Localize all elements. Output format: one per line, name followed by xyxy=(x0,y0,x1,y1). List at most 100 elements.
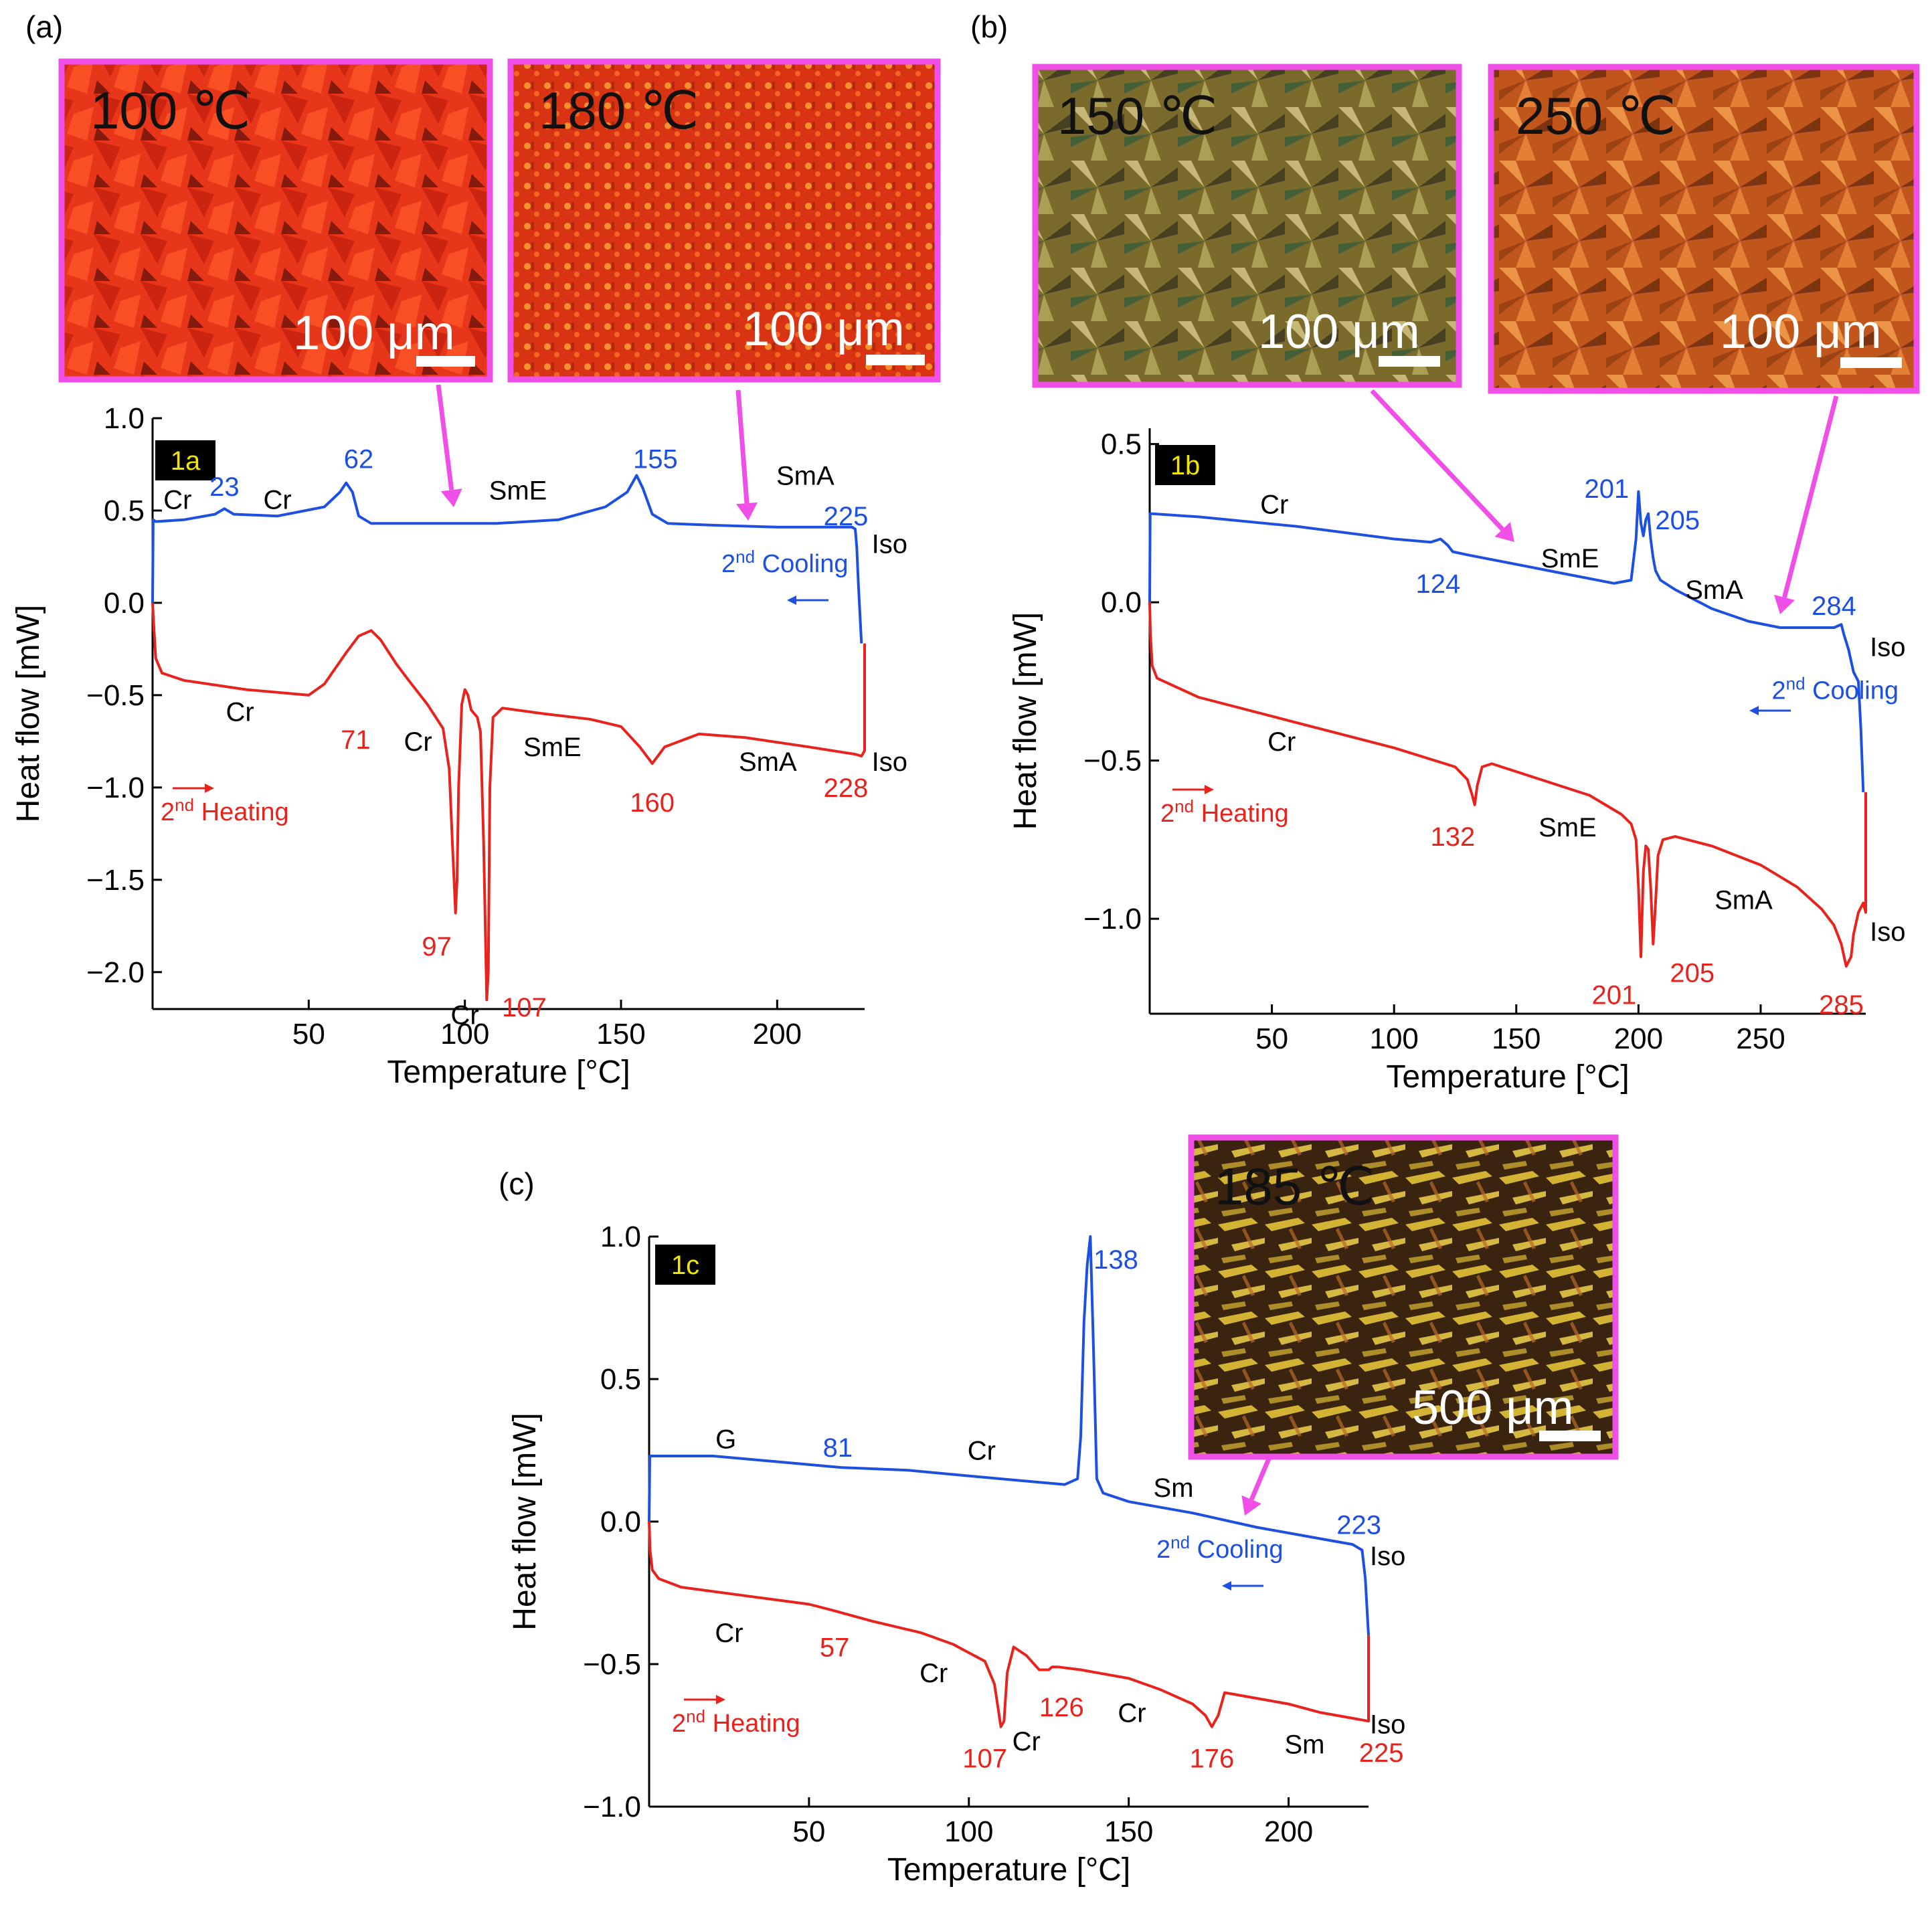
annotation-label: 71 xyxy=(341,725,371,755)
micrograph-scale-label: 100 μm xyxy=(1258,305,1420,359)
annotation-label: 160 xyxy=(630,788,675,818)
y-axis-label: Heat flow [mW] xyxy=(1008,612,1043,830)
panel-a: (a) 100 ℃ 100 μm 180 ℃ 100 μm 50 100 150 20… xyxy=(11,9,941,1090)
scale-bar xyxy=(1539,1431,1601,1441)
x-tick-label: 50 xyxy=(792,1815,825,1848)
annotation-label: Iso xyxy=(1370,1542,1405,1571)
y-tick-label: 0.0 xyxy=(104,587,145,620)
annotation-label: 97 xyxy=(422,932,452,962)
pointer-arrowhead xyxy=(440,488,462,507)
chart-badge-label: 1a xyxy=(171,446,201,476)
annotation-label: SmA xyxy=(1715,886,1773,915)
annotation-label: Cr xyxy=(1013,1727,1041,1756)
chart-a: 50 100 150 200 1.0 0.5 0.0 −0.5 −1.0 −1.5 −2.0 Temp… xyxy=(11,384,907,1090)
y-tick-label: −0.5 xyxy=(1083,745,1142,778)
annotation-label: 225 xyxy=(1359,1738,1404,1768)
panel-c-label: (c) xyxy=(499,1166,535,1201)
heating-arrowhead xyxy=(205,784,214,793)
y-tick-label: 0.5 xyxy=(1101,428,1142,461)
scale-bar xyxy=(1840,357,1902,368)
cooling-curve xyxy=(648,1235,1370,1636)
pointer-arrow xyxy=(436,384,454,490)
cooling-arrowhead xyxy=(1222,1581,1231,1591)
heating-label: 2nd Heating xyxy=(161,795,289,826)
annotation-label: Cr xyxy=(715,1619,743,1648)
annotation-label: Iso xyxy=(1870,917,1905,947)
y-tick-label: −1.0 xyxy=(583,1791,641,1823)
x-axis-label: Temperature [°C] xyxy=(387,1055,630,1090)
y-tick-label: −0.5 xyxy=(583,1648,641,1681)
y-tick-label: 1.0 xyxy=(104,402,145,435)
annotation-label: 132 xyxy=(1430,822,1475,852)
pointer-arrowhead xyxy=(1773,594,1795,614)
x-tick-label: 50 xyxy=(1255,1022,1288,1055)
annotation-label: Sm xyxy=(1154,1473,1194,1503)
annotation-label: 205 xyxy=(1655,506,1700,535)
annotation-label: 124 xyxy=(1416,569,1461,599)
y-tick-label: −0.5 xyxy=(86,679,145,712)
chart-badge xyxy=(655,1245,715,1285)
micrograph-scale-label: 100 μm xyxy=(293,306,455,360)
micrograph-temp-label: 185 ℃ xyxy=(1215,1157,1375,1216)
micrograph-temp-label: 250 ℃ xyxy=(1516,86,1676,145)
pointer-arrow xyxy=(1370,389,1504,531)
micrograph-c-185c: 185 ℃ 500 μm xyxy=(1188,1134,1619,1460)
cooling-curve xyxy=(151,474,863,644)
annotation-label: 225 xyxy=(824,502,869,531)
annotation-label: SmA xyxy=(776,462,835,491)
micrograph-a-180c: 180 ℃ 100 μm xyxy=(507,58,941,383)
chart-badge xyxy=(1155,445,1215,485)
annotation-label: 126 xyxy=(1039,1693,1084,1722)
micrograph-temp-label: 180 ℃ xyxy=(539,81,699,140)
annotation-label: 284 xyxy=(1812,592,1856,621)
cooling-arrowhead xyxy=(787,596,796,605)
annotation-label: 57 xyxy=(820,1633,850,1662)
panel-c: (c) 185 ℃ 500 μm 50 100 150 200 1.0 0.5 0.0 −0.… xyxy=(499,1134,1619,1888)
x-axis-label: Temperature [°C] xyxy=(887,1852,1130,1888)
scale-bar xyxy=(866,355,925,365)
x-tick-label: 150 xyxy=(1492,1022,1541,1055)
annotation-label: Cr xyxy=(919,1659,948,1688)
x-tick-label: 150 xyxy=(596,1018,645,1051)
annotation-label: 201 xyxy=(1585,474,1630,504)
pointer-arrowhead xyxy=(1241,1495,1261,1516)
micrograph-b-250c: 250 ℃ 100 μm xyxy=(1488,64,1920,394)
y-tick-label: −2.0 xyxy=(86,956,145,989)
annotation-label: Iso xyxy=(1870,632,1905,662)
annotation-label: G xyxy=(715,1425,736,1454)
annotation-label: 155 xyxy=(633,445,678,474)
annotation-label: Cr xyxy=(1267,727,1296,757)
y-axis-label: Heat flow [mW] xyxy=(507,1413,543,1630)
annotation-label: 285 xyxy=(1819,990,1864,1020)
annotation-label: 223 xyxy=(1336,1510,1381,1540)
cooling-label: 2nd Cooling xyxy=(721,547,848,578)
x-tick-label: 200 xyxy=(1614,1022,1663,1055)
annotation-label: Cr xyxy=(968,1437,996,1466)
annotation-label: 62 xyxy=(344,445,374,474)
annotation-label: 205 xyxy=(1670,959,1715,988)
x-axis-label: Temperature [°C] xyxy=(1386,1059,1629,1095)
heating-curve xyxy=(1148,602,1867,968)
cooling-label: 2nd Cooling xyxy=(1156,1532,1283,1564)
x-tick-label: 250 xyxy=(1736,1022,1785,1055)
scale-bar xyxy=(416,356,475,367)
annotation-label: Sm xyxy=(1284,1730,1324,1759)
annotation-label: 107 xyxy=(962,1744,1007,1774)
y-tick-label: −1.0 xyxy=(1083,903,1142,935)
annotation-label: 228 xyxy=(824,774,869,803)
chart-badge-label: 1c xyxy=(671,1251,699,1280)
x-tick-label: 200 xyxy=(1264,1815,1313,1848)
panel-a-label: (a) xyxy=(25,9,63,44)
heating-arrowhead xyxy=(1205,785,1214,794)
heating-label: 2nd Heating xyxy=(672,1706,800,1738)
y-tick-label: 0.0 xyxy=(600,1506,641,1538)
x-tick-label: 50 xyxy=(292,1018,325,1051)
heating-curve xyxy=(151,602,866,1002)
panel-b-label: (b) xyxy=(970,9,1008,44)
x-tick-label: 100 xyxy=(944,1815,993,1848)
chart-badge xyxy=(155,440,215,480)
micrograph-a-100c: 100 ℃ 100 μm xyxy=(58,58,493,383)
annotation-label: 107 xyxy=(502,993,547,1022)
annotation-label: Cr xyxy=(1260,490,1288,520)
annotation-label: Cr xyxy=(451,1000,479,1030)
